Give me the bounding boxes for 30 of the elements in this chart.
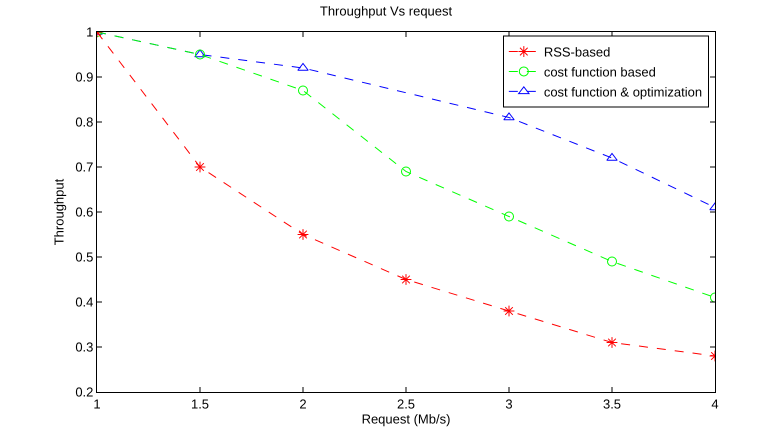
chart-title: Throughput Vs request <box>320 4 453 19</box>
x-tick-label: 2.5 <box>396 396 416 412</box>
point <box>503 305 515 317</box>
y-tick-label: 0.5 <box>75 250 94 265</box>
y-tick-label: 0.8 <box>75 114 94 130</box>
y-tick-label: 0.6 <box>75 204 94 220</box>
x-tick-label: 1.5 <box>190 396 210 412</box>
legend-label: cost function & optimization <box>544 84 702 100</box>
point <box>401 166 411 176</box>
y-tick-label: 0.4 <box>75 294 94 310</box>
x-tick-label: 4 <box>711 396 719 412</box>
point <box>606 336 618 348</box>
x-tick-label: 2 <box>299 396 307 412</box>
x-tick-label: 3 <box>505 396 513 412</box>
x-axis-title: Request (Mb/s) <box>362 412 450 427</box>
point <box>194 161 206 173</box>
y-tick-label: 0.3 <box>75 340 94 355</box>
x-tick-label: 3.5 <box>602 396 622 412</box>
y-tick-label: 0.7 <box>75 160 94 175</box>
y-tick-label: 0.9 <box>75 70 94 85</box>
y-tick-label: 0.2 <box>75 384 94 400</box>
point <box>504 212 514 222</box>
point <box>400 274 412 286</box>
y-tick-label: 1 <box>86 24 94 40</box>
point <box>607 256 617 266</box>
point <box>298 86 308 96</box>
point <box>297 228 309 240</box>
legend-label: cost function based <box>544 64 656 80</box>
legend-label: RSS-based <box>544 44 610 60</box>
y-axis-title: Throughput <box>51 178 66 246</box>
